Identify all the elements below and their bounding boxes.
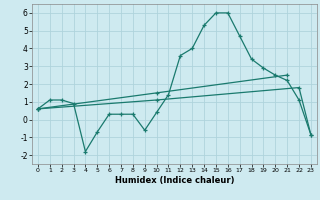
X-axis label: Humidex (Indice chaleur): Humidex (Indice chaleur)	[115, 176, 234, 185]
